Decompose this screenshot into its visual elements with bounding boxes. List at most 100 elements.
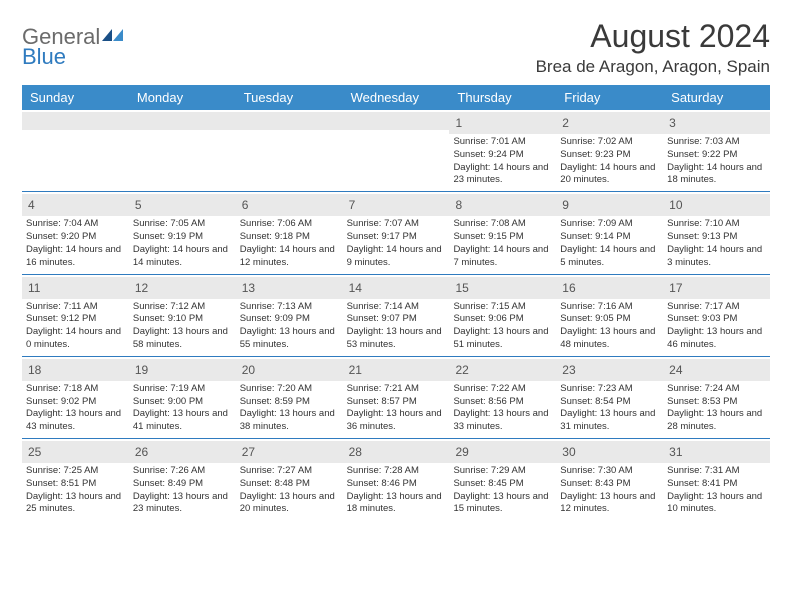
daylight-text: Daylight: 13 hours and 55 minutes.	[240, 326, 339, 352]
day-details: Sunrise: 7:10 AMSunset: 9:13 PMDaylight:…	[667, 218, 766, 269]
calendar-day: 13Sunrise: 7:13 AMSunset: 9:09 PMDayligh…	[236, 274, 343, 356]
day-details: Sunrise: 7:08 AMSunset: 9:15 PMDaylight:…	[453, 218, 552, 269]
weekday-header-cell: Friday	[556, 85, 663, 110]
day-number: 4	[28, 198, 35, 212]
day-number: 16	[562, 281, 575, 295]
calendar-day: 28Sunrise: 7:28 AMSunset: 8:46 PMDayligh…	[343, 438, 450, 520]
daylight-text: Daylight: 14 hours and 9 minutes.	[347, 244, 446, 270]
calendar-week: 11Sunrise: 7:11 AMSunset: 9:12 PMDayligh…	[22, 274, 770, 356]
sunrise-text: Sunrise: 7:27 AM	[240, 465, 339, 478]
weekday-header-cell: Saturday	[663, 85, 770, 110]
calendar-week: 25 Sunrise: 7:25 AMSunset: 8:51 PMDayligh…	[22, 438, 770, 520]
sunset-text: Sunset: 9:09 PM	[240, 313, 339, 326]
day-details: Sunrise: 7:23 AMSunset: 8:54 PMDaylight:…	[560, 383, 659, 434]
daylight-text: Daylight: 14 hours and 16 minutes.	[26, 244, 125, 270]
day-details: Sunrise: 7:29 AMSunset: 8:45 PMDaylight:…	[453, 465, 552, 516]
weekday-header-cell: Tuesday	[236, 85, 343, 110]
sunrise-text: Sunrise: 7:15 AM	[453, 301, 552, 314]
day-number: 14	[349, 281, 362, 295]
day-number: 9	[562, 198, 569, 212]
calendar-day: 9 Sunrise: 7:09 AMSunset: 9:14 PMDaylight…	[556, 191, 663, 273]
day-number-row: 17	[663, 277, 770, 299]
calendar-day: 3Sunrise: 7:03 AMSunset: 9:22 PMDaylight…	[663, 110, 770, 191]
calendar-day: 24Sunrise: 7:24 AMSunset: 8:53 PMDayligh…	[663, 356, 770, 438]
daylight-text: Daylight: 13 hours and 48 minutes.	[560, 326, 659, 352]
weekday-header-cell: Sunday	[22, 85, 129, 110]
day-number: 18	[28, 363, 41, 377]
brand-flag-icon	[102, 27, 124, 48]
calendar-day: 16 Sunrise: 7:16 AMSunset: 9:05 PMDayligh…	[556, 274, 663, 356]
day-number-row: 2	[556, 112, 663, 134]
sunset-text: Sunset: 9:13 PM	[667, 231, 766, 244]
day-number-row: 8	[449, 194, 556, 216]
daylight-text: Daylight: 13 hours and 51 minutes.	[453, 326, 552, 352]
sunrise-text: Sunrise: 7:01 AM	[453, 136, 552, 149]
day-details: Sunrise: 7:02 AMSunset: 9:23 PMDaylight:…	[560, 136, 659, 187]
sunset-text: Sunset: 9:06 PM	[453, 313, 552, 326]
day-number-row: 7	[343, 194, 450, 216]
day-number: 25	[28, 445, 41, 459]
sunrise-text: Sunrise: 7:25 AM	[26, 465, 125, 478]
day-number: 17	[669, 281, 682, 295]
daylight-text: Daylight: 14 hours and 3 minutes.	[667, 244, 766, 270]
sunset-text: Sunset: 9:02 PM	[26, 396, 125, 409]
day-number-row: 29	[449, 441, 556, 463]
day-number: 10	[669, 198, 682, 212]
sunset-text: Sunset: 8:46 PM	[347, 478, 446, 491]
weekday-header-cell: Thursday	[449, 85, 556, 110]
day-number: 8	[455, 198, 462, 212]
day-details: Sunrise: 7:01 AMSunset: 9:24 PMDaylight:…	[453, 136, 552, 187]
calendar-day: 22Sunrise: 7:22 AMSunset: 8:56 PMDayligh…	[449, 356, 556, 438]
daylight-text: Daylight: 13 hours and 23 minutes.	[133, 491, 232, 517]
sunset-text: Sunset: 9:19 PM	[133, 231, 232, 244]
day-number: 15	[455, 281, 468, 295]
day-details: Sunrise: 7:05 AMSunset: 9:19 PMDaylight:…	[133, 218, 232, 269]
sunset-text: Sunset: 8:41 PM	[667, 478, 766, 491]
day-number-row: 23	[556, 359, 663, 381]
day-number: 6	[242, 198, 249, 212]
calendar: SundayMondayTuesdayWednesdayThursdayFrid…	[22, 85, 770, 520]
daylight-text: Daylight: 14 hours and 0 minutes.	[26, 326, 125, 352]
sunset-text: Sunset: 9:15 PM	[453, 231, 552, 244]
sunrise-text: Sunrise: 7:11 AM	[26, 301, 125, 314]
weekday-header-cell: Wednesday	[343, 85, 450, 110]
day-number-row	[22, 112, 129, 130]
sunrise-text: Sunrise: 7:03 AM	[667, 136, 766, 149]
calendar-day: 25 Sunrise: 7:25 AMSunset: 8:51 PMDayligh…	[22, 438, 129, 520]
sunrise-text: Sunrise: 7:28 AM	[347, 465, 446, 478]
sunset-text: Sunset: 8:57 PM	[347, 396, 446, 409]
brand-part2-wrap: Blue	[22, 44, 66, 70]
sunset-text: Sunset: 8:53 PM	[667, 396, 766, 409]
calendar-week: 1Sunrise: 7:01 AMSunset: 9:24 PMDaylight…	[22, 110, 770, 191]
daylight-text: Daylight: 13 hours and 10 minutes.	[667, 491, 766, 517]
sunrise-text: Sunrise: 7:21 AM	[347, 383, 446, 396]
daylight-text: Daylight: 13 hours and 36 minutes.	[347, 408, 446, 434]
day-details: Sunrise: 7:25 AMSunset: 8:51 PMDaylight:…	[26, 465, 125, 516]
day-number-row: 13	[236, 277, 343, 299]
daylight-text: Daylight: 13 hours and 41 minutes.	[133, 408, 232, 434]
sunrise-text: Sunrise: 7:08 AM	[453, 218, 552, 231]
daylight-text: Daylight: 14 hours and 14 minutes.	[133, 244, 232, 270]
day-details: Sunrise: 7:11 AMSunset: 9:12 PMDaylight:…	[26, 301, 125, 352]
daylight-text: Daylight: 13 hours and 58 minutes.	[133, 326, 232, 352]
day-number-row: 14	[343, 277, 450, 299]
brand-part2: Blue	[22, 44, 66, 69]
sunset-text: Sunset: 9:12 PM	[26, 313, 125, 326]
daylight-text: Daylight: 13 hours and 28 minutes.	[667, 408, 766, 434]
sunrise-text: Sunrise: 7:10 AM	[667, 218, 766, 231]
calendar-day: 11Sunrise: 7:11 AMSunset: 9:12 PMDayligh…	[22, 274, 129, 356]
day-number-row: 3	[663, 112, 770, 134]
sunrise-text: Sunrise: 7:17 AM	[667, 301, 766, 314]
sunset-text: Sunset: 9:23 PM	[560, 149, 659, 162]
day-details: Sunrise: 7:07 AMSunset: 9:17 PMDaylight:…	[347, 218, 446, 269]
sunrise-text: Sunrise: 7:14 AM	[347, 301, 446, 314]
day-details: Sunrise: 7:09 AMSunset: 9:14 PMDaylight:…	[560, 218, 659, 269]
day-number-row: 24	[663, 359, 770, 381]
calendar-day: 30Sunrise: 7:30 AMSunset: 8:43 PMDayligh…	[556, 438, 663, 520]
daylight-text: Daylight: 13 hours and 53 minutes.	[347, 326, 446, 352]
day-number-row: 28	[343, 441, 450, 463]
calendar-day	[236, 110, 343, 191]
day-number: 12	[135, 281, 148, 295]
day-number-row: 1	[449, 112, 556, 134]
day-details: Sunrise: 7:16 AMSunset: 9:05 PMDaylight:…	[560, 301, 659, 352]
